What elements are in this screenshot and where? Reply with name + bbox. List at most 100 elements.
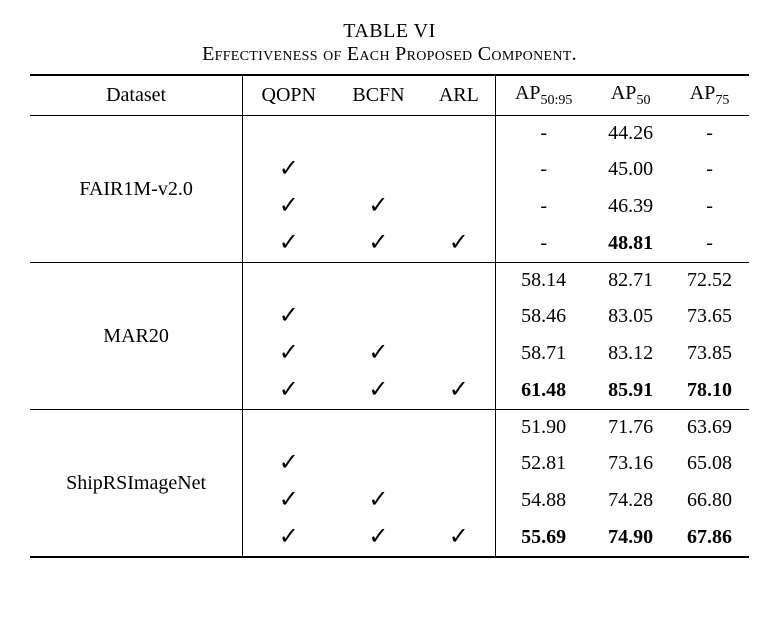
- col-ap5095: AP50:95: [496, 75, 592, 116]
- table-row: FAIR1M-v2.0-44.26-: [30, 116, 749, 152]
- cell-ap50: 45.00: [591, 151, 670, 188]
- col-ap75: AP75: [670, 75, 749, 116]
- check-icon: ✓: [279, 450, 299, 476]
- cell-ap50: 82.71: [591, 263, 670, 299]
- table-row: ShipRSImageNet51.9071.7663.69: [30, 410, 749, 446]
- cell-ap5095: 55.69: [496, 519, 592, 557]
- dataset-name: ShipRSImageNet: [30, 410, 243, 558]
- cell-arl: [423, 298, 496, 335]
- cell-bcfn: ✓: [334, 225, 422, 263]
- cell-qopn: ✓: [243, 372, 335, 410]
- caption-title: Effectiveness of Each Proposed Component…: [30, 43, 749, 66]
- cell-ap75: 66.80: [670, 482, 749, 519]
- cell-bcfn: ✓: [334, 372, 422, 410]
- cell-ap50: 85.91: [591, 372, 670, 410]
- cell-ap5095: -: [496, 225, 592, 263]
- check-icon: ✓: [279, 340, 299, 366]
- cell-ap5095: -: [496, 151, 592, 188]
- cell-bcfn: [334, 151, 422, 188]
- col-qopn: QOPN: [243, 75, 335, 116]
- cell-bcfn: ✓: [334, 335, 422, 372]
- cell-ap75: 73.85: [670, 335, 749, 372]
- check-icon: ✓: [279, 524, 299, 550]
- cell-ap5095: 58.71: [496, 335, 592, 372]
- cell-arl: [423, 410, 496, 446]
- cell-qopn: [243, 263, 335, 299]
- cell-qopn: ✓: [243, 151, 335, 188]
- cell-arl: [423, 263, 496, 299]
- col-dataset: Dataset: [30, 75, 243, 116]
- cell-ap50: 44.26: [591, 116, 670, 152]
- cell-qopn: ✓: [243, 298, 335, 335]
- cell-bcfn: ✓: [334, 519, 422, 557]
- cell-ap75: -: [670, 116, 749, 152]
- cell-ap5095: 61.48: [496, 372, 592, 410]
- cell-ap5095: -: [496, 116, 592, 152]
- cell-ap5095: 58.46: [496, 298, 592, 335]
- cell-arl: [423, 482, 496, 519]
- cell-bcfn: [334, 298, 422, 335]
- check-icon: ✓: [368, 487, 388, 513]
- cell-arl: [423, 188, 496, 225]
- cell-ap50: 48.81: [591, 225, 670, 263]
- cell-ap50: 83.05: [591, 298, 670, 335]
- check-icon: ✓: [449, 230, 469, 256]
- cell-ap50: 46.39: [591, 188, 670, 225]
- cell-qopn: ✓: [243, 188, 335, 225]
- check-icon: ✓: [279, 377, 299, 403]
- cell-ap75: 78.10: [670, 372, 749, 410]
- cell-arl: [423, 151, 496, 188]
- cell-arl: ✓: [423, 372, 496, 410]
- check-icon: ✓: [368, 340, 388, 366]
- cell-ap75: -: [670, 151, 749, 188]
- cell-ap5095: 52.81: [496, 445, 592, 482]
- cell-qopn: [243, 116, 335, 152]
- cell-qopn: ✓: [243, 445, 335, 482]
- check-icon: ✓: [368, 377, 388, 403]
- check-icon: ✓: [279, 230, 299, 256]
- check-icon: ✓: [368, 193, 388, 219]
- check-icon: ✓: [279, 193, 299, 219]
- cell-ap50: 73.16: [591, 445, 670, 482]
- cell-ap5095: 54.88: [496, 482, 592, 519]
- cell-bcfn: [334, 410, 422, 446]
- cell-arl: [423, 335, 496, 372]
- col-ap50: AP50: [591, 75, 670, 116]
- col-arl: ARL: [423, 75, 496, 116]
- table-row: MAR2058.1482.7172.52: [30, 263, 749, 299]
- cell-qopn: ✓: [243, 519, 335, 557]
- cell-ap5095: -: [496, 188, 592, 225]
- dataset-name: MAR20: [30, 263, 243, 410]
- cell-ap75: 63.69: [670, 410, 749, 446]
- cell-arl: ✓: [423, 519, 496, 557]
- col-bcfn: BCFN: [334, 75, 422, 116]
- cell-ap50: 74.90: [591, 519, 670, 557]
- cell-qopn: ✓: [243, 225, 335, 263]
- cell-qopn: ✓: [243, 335, 335, 372]
- check-icon: ✓: [368, 230, 388, 256]
- cell-bcfn: ✓: [334, 188, 422, 225]
- cell-bcfn: ✓: [334, 482, 422, 519]
- cell-ap75: 67.86: [670, 519, 749, 557]
- cell-ap50: 71.76: [591, 410, 670, 446]
- cell-ap75: -: [670, 225, 749, 263]
- cell-arl: [423, 445, 496, 482]
- cell-ap5095: 51.90: [496, 410, 592, 446]
- cell-qopn: [243, 410, 335, 446]
- header-row: Dataset QOPN BCFN ARL AP50:95 AP50 AP75: [30, 75, 749, 116]
- dataset-name: FAIR1M-v2.0: [30, 116, 243, 263]
- check-icon: ✓: [279, 487, 299, 513]
- cell-bcfn: [334, 116, 422, 152]
- check-icon: ✓: [279, 156, 299, 182]
- table-caption: TABLE VI Effectiveness of Each Proposed …: [30, 20, 749, 66]
- results-table: Dataset QOPN BCFN ARL AP50:95 AP50 AP75 …: [30, 74, 749, 558]
- cell-arl: [423, 116, 496, 152]
- check-icon: ✓: [449, 377, 469, 403]
- check-icon: ✓: [279, 303, 299, 329]
- caption-number: TABLE VI: [30, 20, 749, 43]
- cell-ap75: -: [670, 188, 749, 225]
- cell-qopn: ✓: [243, 482, 335, 519]
- cell-ap75: 73.65: [670, 298, 749, 335]
- cell-bcfn: [334, 445, 422, 482]
- cell-ap50: 83.12: [591, 335, 670, 372]
